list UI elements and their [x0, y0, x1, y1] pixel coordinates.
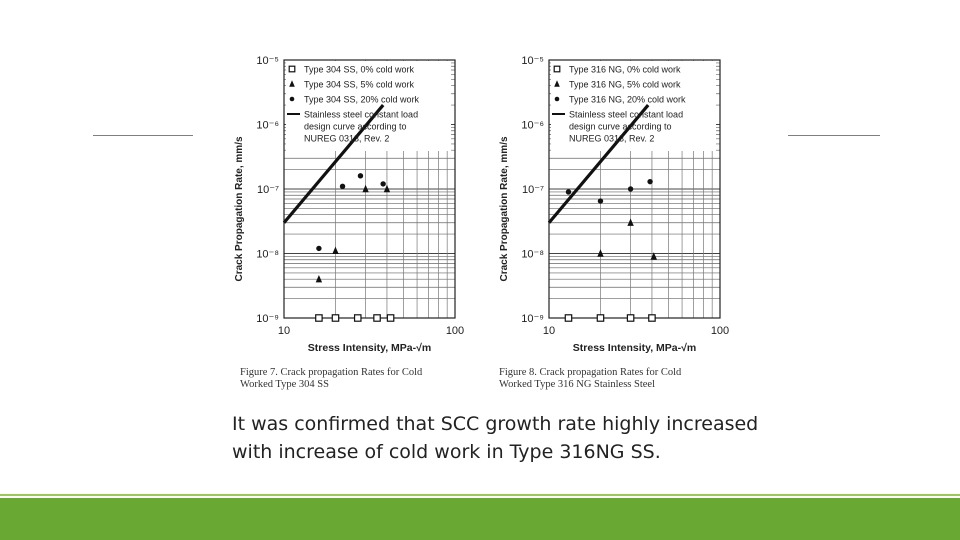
data-point-triangle	[383, 184, 391, 193]
y-axis-label: Crack Propagation Rate, mm/s	[234, 136, 245, 281]
data-point-triangle	[332, 246, 339, 255]
data-point-square	[315, 314, 323, 322]
legend-label: Type 304 SS, 5% cold work	[304, 80, 415, 90]
caption-line: Figure 8. Crack propagation Rates for Co…	[499, 367, 682, 378]
data-point-square	[288, 65, 296, 73]
y-tick-label: 10⁻⁶	[521, 120, 544, 132]
legend-label: Type 304 SS, 0% cold work	[304, 65, 415, 75]
data-point-triangle	[362, 184, 369, 193]
data-point-dot	[627, 186, 634, 192]
legend-label: Type 316 NG, 20% cold work	[569, 95, 686, 105]
y-tick-label: 10⁻⁷	[257, 184, 279, 196]
y-tick-label: 10⁻⁸	[521, 249, 544, 261]
legend-label: NUREG 0313, Rev. 2	[304, 134, 389, 144]
data-point-square	[553, 65, 561, 73]
data-point-dot	[380, 181, 386, 187]
data-point-square	[331, 314, 340, 322]
left-divider-rule	[93, 135, 193, 136]
legend-label: design curve according to	[569, 122, 672, 132]
design-curve-line	[547, 104, 650, 224]
data-point-square	[564, 314, 573, 322]
footer-accent-line	[0, 494, 960, 496]
plot-frame	[548, 59, 721, 319]
data-point-dot	[316, 245, 322, 252]
legend-background	[286, 61, 451, 151]
y-tick-label: 10⁻⁹	[521, 313, 544, 325]
y-tick-label: 10⁻⁵	[521, 55, 544, 67]
conclusion-line: It was confirmed that SCC growth rate hi…	[232, 413, 759, 435]
legend-label: Stainless steel constant load	[569, 110, 683, 120]
caption-line: Worked Type 304 SS	[240, 379, 329, 390]
legend-label: Type 316 NG, 0% cold work	[569, 65, 681, 75]
plot-frame	[283, 59, 456, 319]
data-point-triangle	[554, 80, 560, 87]
right-divider-rule	[788, 135, 880, 136]
data-point-square	[373, 314, 381, 322]
data-point-dot	[647, 178, 653, 185]
legend-background	[551, 61, 716, 151]
footer-bar	[0, 498, 960, 540]
y-tick-label: 10⁻⁶	[256, 120, 279, 132]
y-axis-label: Crack Propagation Rate, mm/s	[499, 136, 510, 281]
caption-line: Figure 7. Crack propagation Rates for Co…	[240, 367, 423, 378]
data-point-dot	[357, 173, 364, 179]
x-tick-label: 10	[278, 325, 290, 337]
y-tick-label: 10⁻⁸	[256, 249, 279, 261]
legend-label: design curve according to	[304, 122, 407, 132]
legend-label: Type 316 NG, 5% cold work	[569, 80, 681, 90]
x-axis-label: Stress Intensity, MPa-√m	[308, 342, 431, 354]
data-point-dot	[597, 198, 604, 204]
legend-label: Stainless steel constant load	[304, 110, 418, 120]
conclusion-text: It was confirmed that SCC growth rate hi…	[232, 410, 792, 466]
x-tick-label: 100	[711, 325, 729, 337]
x-tick-label: 10	[543, 325, 555, 337]
data-point-square	[353, 314, 362, 322]
chart-type-316-ng: 10⁻⁹ 10⁻⁸ 10⁻⁷ 10⁻⁶ 10⁻⁵ 10 100 Stress Intensit…	[499, 55, 729, 354]
data-point-square	[596, 314, 605, 322]
data-point-dot	[554, 96, 560, 102]
figure-8-caption: Figure 8. Crack propagation Rates for Co…	[499, 367, 734, 391]
data-point-triangle	[597, 249, 604, 257]
data-point-dot	[565, 189, 572, 195]
y-tick-label: 10⁻⁵	[256, 55, 279, 67]
data-point-triangle	[315, 274, 323, 283]
y-tick-label: 10⁻⁷	[522, 184, 544, 196]
data-point-triangle	[650, 252, 657, 260]
data-point-dot	[339, 183, 346, 190]
data-point-square	[626, 314, 635, 322]
data-point-square	[386, 314, 395, 322]
figure-7-caption: Figure 7. Crack propagation Rates for Co…	[240, 367, 475, 391]
data-point-dot	[289, 96, 295, 102]
design-curve-line	[282, 104, 385, 224]
chart-type-304-ss: 10⁻⁹ 10⁻⁸ 10⁻⁷ 10⁻⁶ 10⁻⁵ 10 100 Stress Intensit…	[234, 55, 464, 354]
y-tick-label: 10⁻⁹	[256, 313, 279, 325]
caption-line: Worked Type 316 NG Stainless Steel	[499, 379, 655, 390]
data-point-triangle	[289, 80, 295, 87]
x-tick-label: 100	[446, 325, 464, 337]
x-axis-label: Stress Intensity, MPa-√m	[573, 342, 696, 354]
data-point-triangle	[627, 218, 634, 226]
legend-label: NUREG 0313, Rev. 2	[569, 134, 654, 144]
conclusion-line: with increase of cold work in Type 316NG…	[232, 441, 661, 463]
legend-label: Type 304 SS, 20% cold work	[304, 95, 420, 105]
data-point-square	[648, 314, 656, 322]
